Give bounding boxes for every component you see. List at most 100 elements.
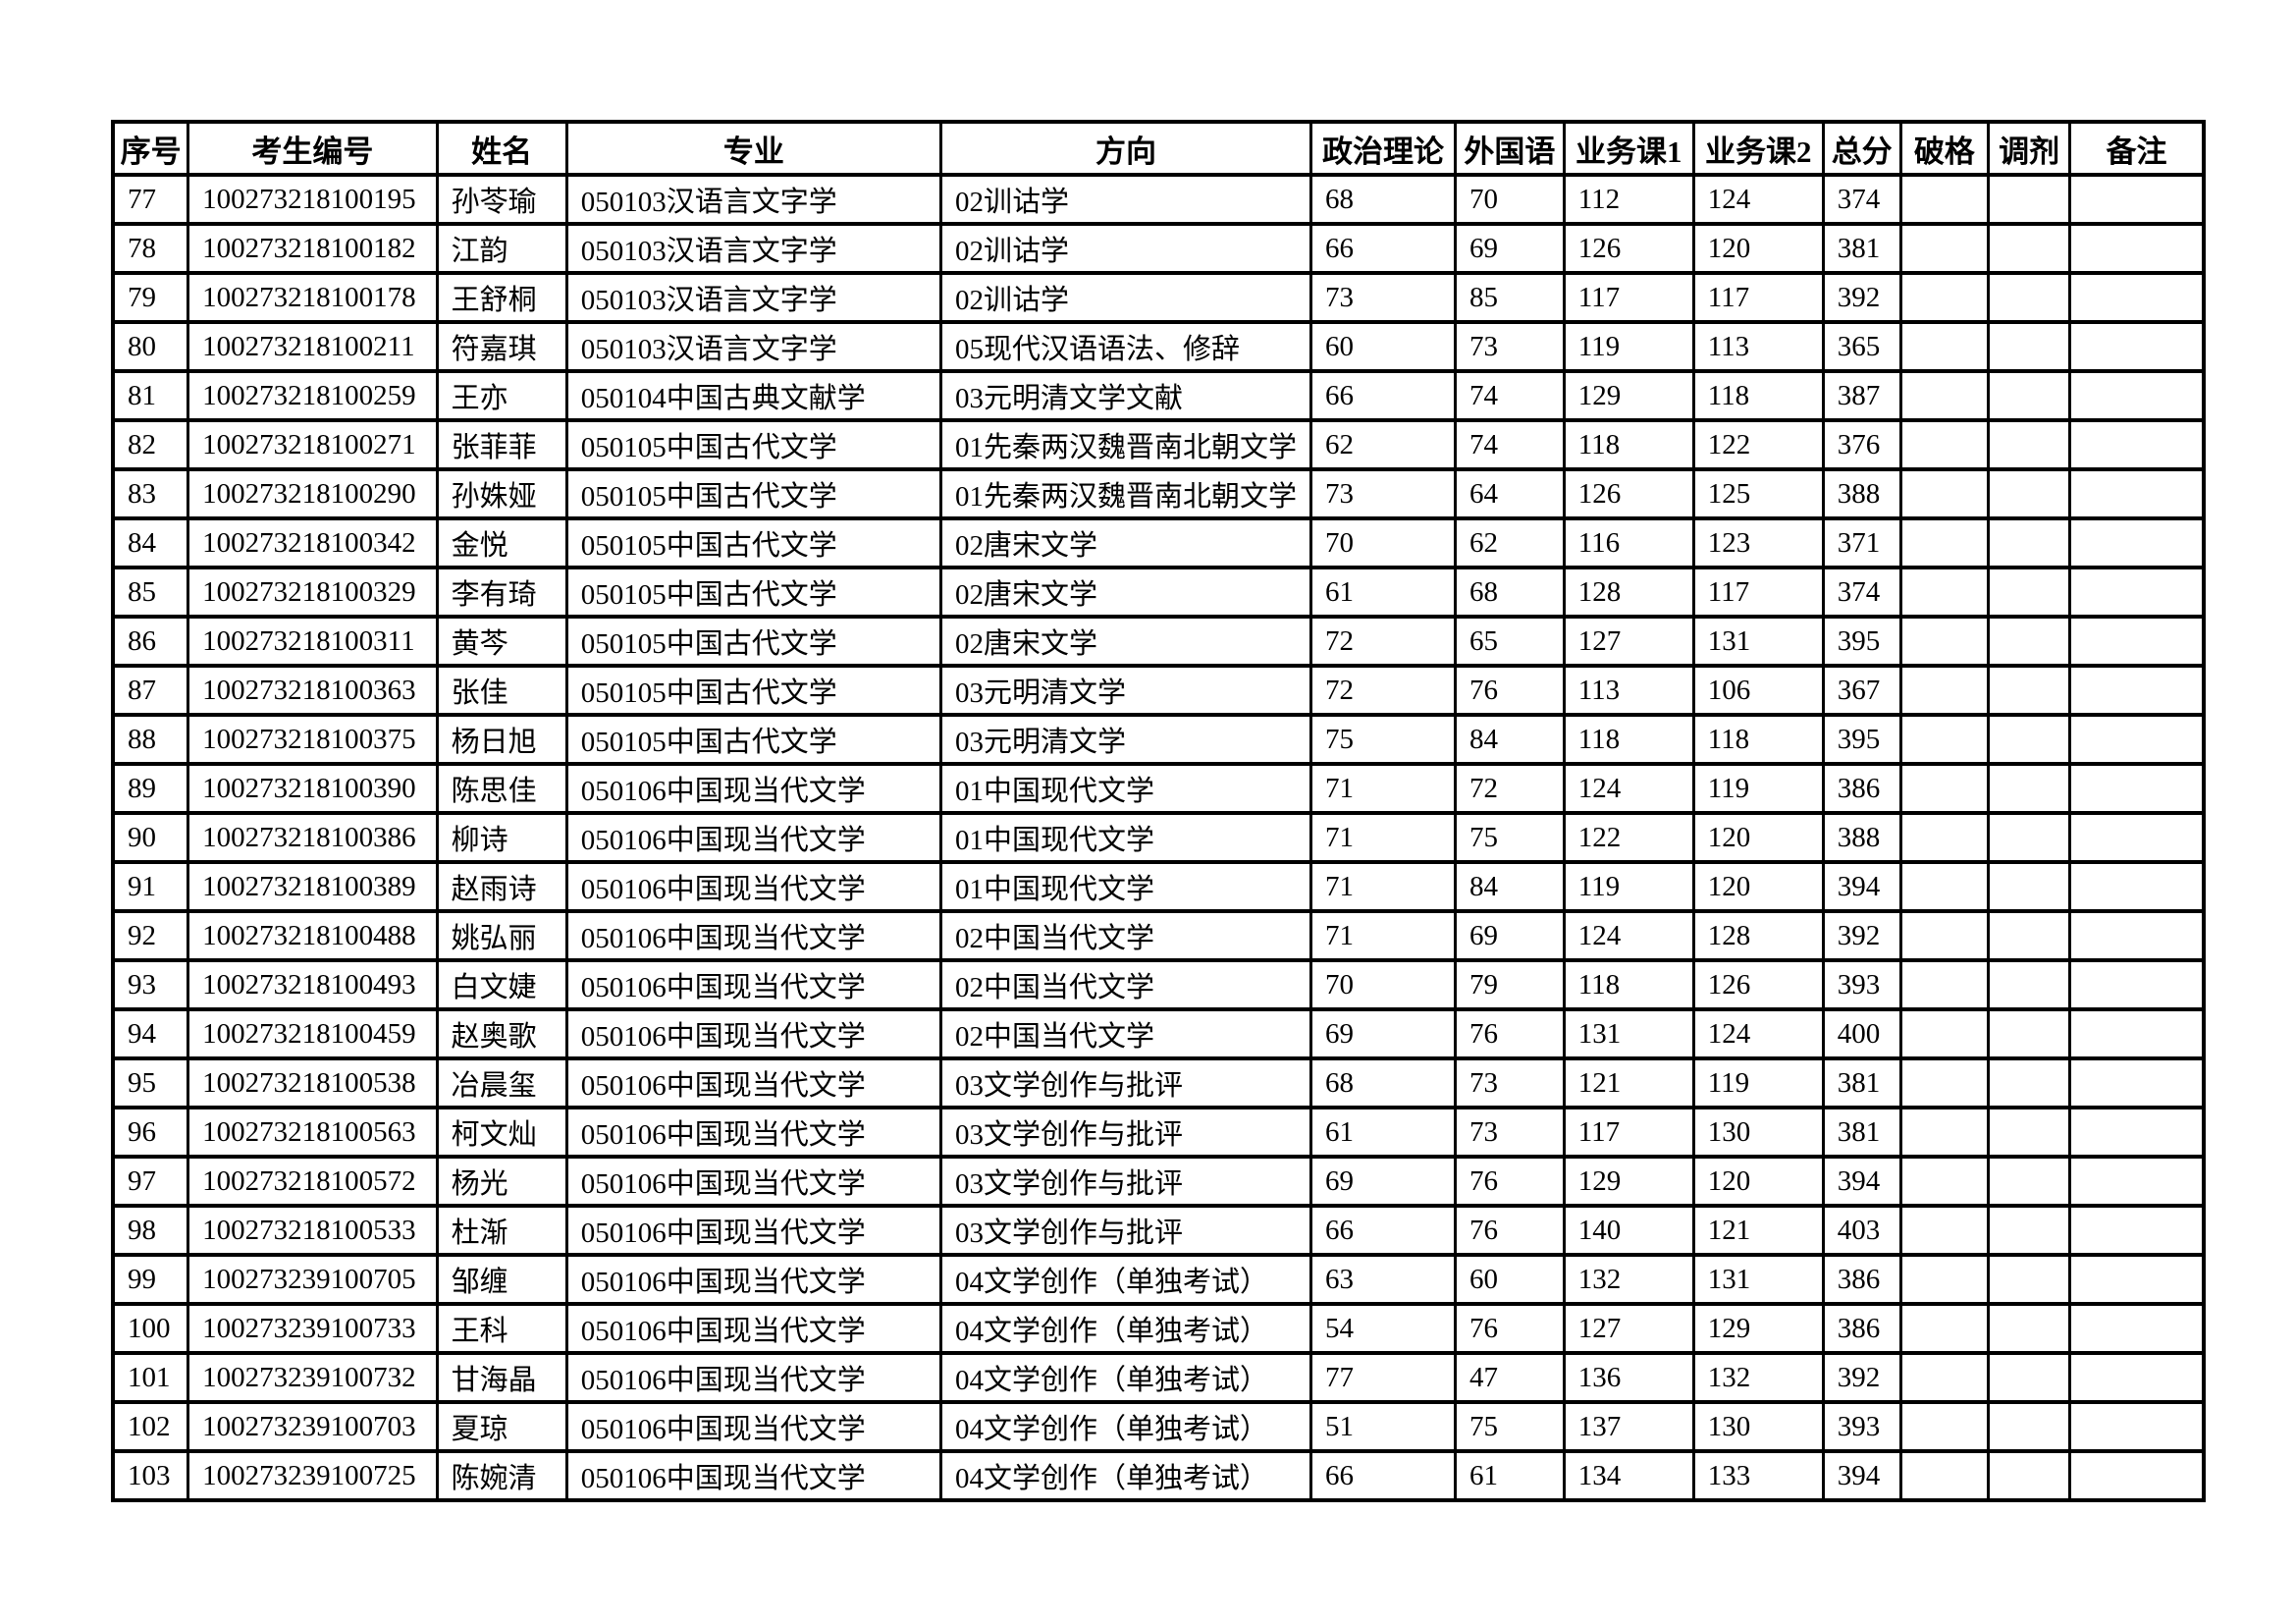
- cell: 77: [1308, 1351, 1457, 1404]
- cell: 050105中国古代文学: [564, 566, 942, 619]
- table-row: 94 100273218100459 赵奥歌 050106中国现当代文学 02中国当代文…: [111, 1007, 2206, 1060]
- cell: 120: [1691, 860, 1825, 913]
- cell: [1987, 909, 2072, 962]
- cell: 395: [1821, 713, 1902, 766]
- cell: 76: [1453, 664, 1566, 717]
- cell: 83: [111, 467, 190, 520]
- cell: 050106中国现当代文学: [564, 1106, 942, 1159]
- table-row: 96 100273218100563 柯文灿 050106中国现当代文学 03文学创作与…: [111, 1106, 2206, 1159]
- cell: [1987, 762, 2072, 815]
- cell: [1898, 1204, 1991, 1257]
- cell: 100273218100290: [187, 467, 439, 520]
- cell: [2068, 664, 2206, 717]
- cell: 冶晨玺: [435, 1056, 568, 1109]
- cell: [1987, 664, 2072, 717]
- cell: 100273239100732: [187, 1351, 439, 1404]
- cell: [1987, 369, 2072, 422]
- cell: 128: [1691, 909, 1825, 962]
- cell: 03元明清文学: [938, 664, 1312, 717]
- cell: 62: [1308, 418, 1457, 471]
- cell: 100273218100488: [187, 909, 439, 962]
- cell: 85: [1453, 271, 1566, 324]
- cell: 100273239100705: [187, 1253, 439, 1306]
- cell: [2068, 958, 2206, 1011]
- cell: [1898, 615, 1991, 668]
- cell: 371: [1821, 516, 1902, 569]
- cell: 050103汉语言文字学: [564, 320, 942, 373]
- header-cell: 业务课2: [1691, 120, 1825, 177]
- table-row: 88 100273218100375 杨日旭 050105中国古代文学 03元明清文学 7…: [111, 713, 2206, 766]
- cell: 柯文灿: [435, 1106, 568, 1159]
- cell: 395: [1821, 615, 1902, 668]
- header-cell: 备注: [2068, 120, 2206, 177]
- table-row: 101 100273239100732 甘海晶 050106中国现当代文学 04文学创作…: [111, 1351, 2206, 1404]
- table-row: 78 100273218100182 江韵 050103汉语言文字学 02训诂学 66 69…: [111, 222, 2206, 275]
- header-cell: 考生编号: [187, 120, 439, 177]
- cell: [1987, 418, 2072, 471]
- table-row: 77 100273218100195 孙苓瑜 050103汉语言文字学 02训诂学 68 7…: [111, 173, 2206, 226]
- cell: [2068, 860, 2206, 913]
- cell: 符嘉琪: [435, 320, 568, 373]
- cell: 02中国当代文学: [938, 1007, 1312, 1060]
- cell: 65: [1453, 615, 1566, 668]
- cell: 03文学创作与批评: [938, 1056, 1312, 1109]
- cell: 王科: [435, 1302, 568, 1355]
- cell: 73: [1453, 1106, 1566, 1159]
- cell: 119: [1562, 320, 1695, 373]
- cell: [2068, 418, 2206, 471]
- cell: 69: [1308, 1007, 1457, 1060]
- cell: 050105中国古代文学: [564, 615, 942, 668]
- cell: [1898, 516, 1991, 569]
- cell: 69: [1453, 909, 1566, 962]
- score-table: 序号 考生编号 姓名 专业 方向 政治理论 外国语 业务课1 业务课2 总分 破格 调剂 备注 77 10…: [111, 120, 2206, 1502]
- cell: 100273218100386: [187, 811, 439, 864]
- table-row: 102 100273239100703 夏琼 050106中国现当代文学 04文学创作（…: [111, 1400, 2206, 1453]
- cell: 63: [1308, 1253, 1457, 1306]
- cell: 123: [1691, 516, 1825, 569]
- cell: [1898, 1449, 1991, 1502]
- table-body: 77 100273218100195 孙苓瑜 050103汉语言文字学 02训诂学 68 7…: [111, 173, 2206, 1502]
- cell: 71: [1308, 811, 1457, 864]
- cell: 孙苓瑜: [435, 173, 568, 226]
- cell: [1987, 713, 2072, 766]
- cell: 100273218100493: [187, 958, 439, 1011]
- cell: 381: [1821, 1106, 1902, 1159]
- cell: [1987, 516, 2072, 569]
- cell: [1987, 320, 2072, 373]
- cell: [2068, 222, 2206, 275]
- cell: 71: [1308, 860, 1457, 913]
- cell: 陈婉清: [435, 1449, 568, 1502]
- cell: 68: [1308, 173, 1457, 226]
- cell: 050106中国现当代文学: [564, 1056, 942, 1109]
- cell: 050104中国古典文献学: [564, 369, 942, 422]
- cell: 117: [1691, 271, 1825, 324]
- cell: 82: [111, 418, 190, 471]
- cell: [2068, 1007, 2206, 1060]
- cell: 02训诂学: [938, 173, 1312, 226]
- cell: 386: [1821, 1302, 1902, 1355]
- cell: 王舒桐: [435, 271, 568, 324]
- cell: 01中国现代文学: [938, 860, 1312, 913]
- cell: 04文学创作（单独考试）: [938, 1400, 1312, 1453]
- cell: [1987, 1007, 2072, 1060]
- cell: [2068, 320, 2206, 373]
- cell: 90: [111, 811, 190, 864]
- cell: 050103汉语言文字学: [564, 173, 942, 226]
- cell: 050106中国现当代文学: [564, 1351, 942, 1404]
- cell: 76: [1453, 1204, 1566, 1257]
- cell: 393: [1821, 958, 1902, 1011]
- cell: 张菲菲: [435, 418, 568, 471]
- cell: 388: [1821, 811, 1902, 864]
- table-row: 81 100273218100259 王亦 050104中国古典文献学 03元明清文学文…: [111, 369, 2206, 422]
- cell: 84: [1453, 713, 1566, 766]
- cell: 120: [1691, 222, 1825, 275]
- cell: 376: [1821, 418, 1902, 471]
- cell: 夏琼: [435, 1400, 568, 1453]
- cell: 赵奥歌: [435, 1007, 568, 1060]
- cell: 100273218100390: [187, 762, 439, 815]
- table-row: 100 100273239100733 王科 050106中国现当代文学 04文学创作（…: [111, 1302, 2206, 1355]
- cell: 130: [1691, 1106, 1825, 1159]
- cell: [1898, 958, 1991, 1011]
- cell: 134: [1562, 1449, 1695, 1502]
- cell: 01先秦两汉魏晋南北朝文学: [938, 467, 1312, 520]
